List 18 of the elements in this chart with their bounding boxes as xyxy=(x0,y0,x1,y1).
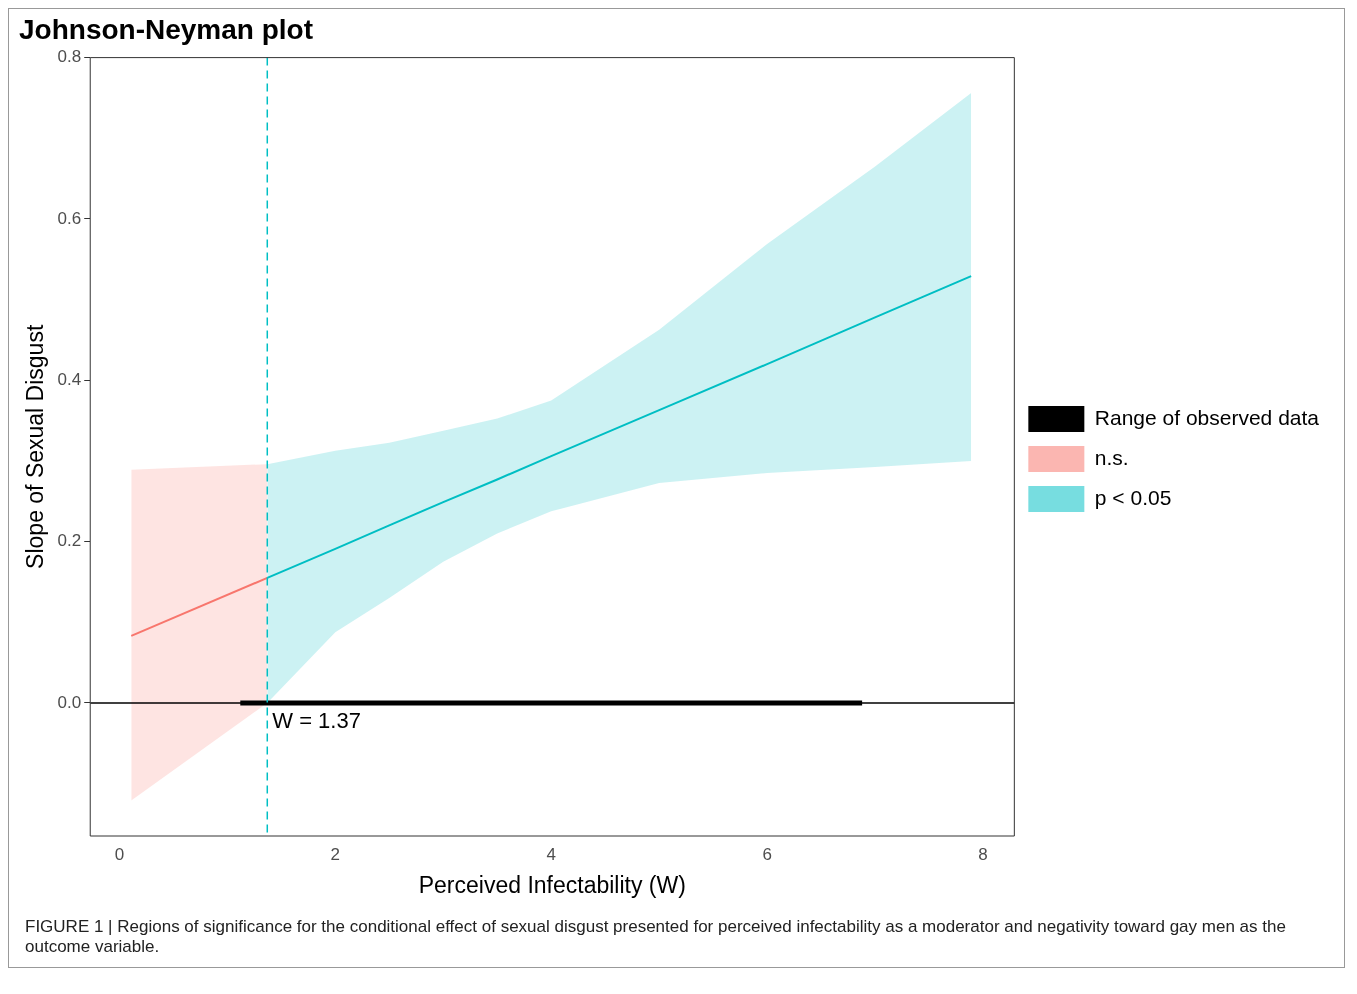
x-tick-label: 8 xyxy=(978,844,988,864)
legend-label: Range of observed data xyxy=(1094,405,1320,429)
y-tick-label: 0.2 xyxy=(57,531,82,551)
caption: FIGURE 1 | Regions of significance for the conditional effect of sexual disgust presented for perceived infectability as a moderator and negativity toward gay men as the outcome variable. xyxy=(24,916,1287,958)
y-axis-title: Slope of Sexual Disgust xyxy=(22,324,49,569)
x-axis-title: Perceived Infectability (W) xyxy=(418,871,686,898)
x-tick-label: 2 xyxy=(330,844,341,864)
x-tick-label: 6 xyxy=(762,844,772,864)
x-tick-label: 0 xyxy=(114,844,125,864)
legend-label: n.s. xyxy=(1094,445,1129,469)
y-tick-label: 0.8 xyxy=(57,47,82,67)
y-tick-label: 0.0 xyxy=(57,692,82,712)
ref-line-label: W = 1.37 xyxy=(272,707,361,733)
y-tick-label: 0.6 xyxy=(57,208,82,228)
y-tick-label: 0.4 xyxy=(57,369,82,389)
x-tick-label: 4 xyxy=(546,844,556,864)
legend-label: p < 0.05 xyxy=(1094,485,1172,509)
chart-title: Johnson-Neyman plot xyxy=(19,13,314,45)
